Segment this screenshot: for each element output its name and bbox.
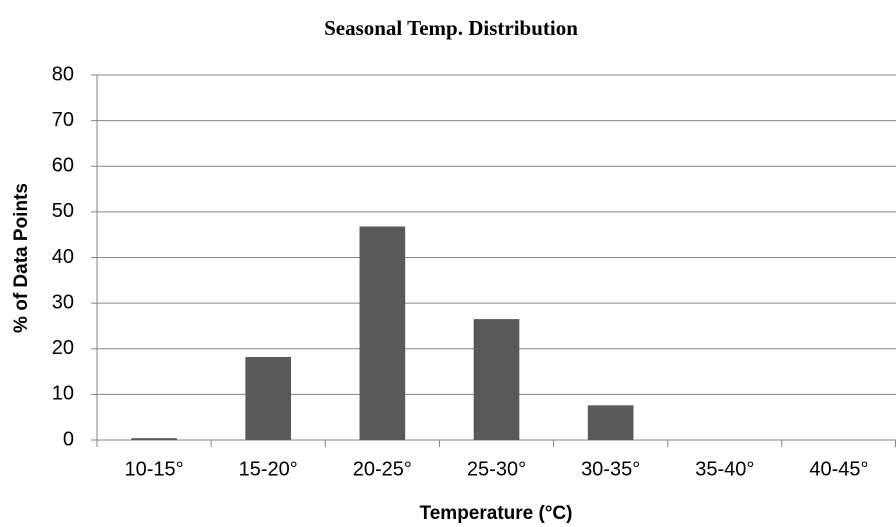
y-tick-label: 30 [52, 291, 74, 313]
y-tick-label: 20 [52, 337, 74, 359]
y-tick-label: 70 [52, 109, 74, 131]
bar [359, 226, 406, 440]
bar [131, 438, 177, 440]
bar [587, 405, 634, 440]
y-tick-label: 80 [52, 63, 74, 85]
y-tick-label: 40 [52, 246, 74, 268]
x-tick-label: 20-25° [353, 458, 412, 480]
x-tick-label: 40-45° [809, 458, 868, 480]
bar [245, 356, 292, 440]
x-tick-label: 10-15° [124, 458, 183, 480]
chart-title: Seasonal Temp. Distribution [324, 16, 578, 40]
x-tick-label: 15-20° [239, 458, 298, 480]
y-tick-label: 50 [52, 200, 74, 222]
x-axis-title: Temperature (°C) [420, 503, 573, 524]
y-axis-title: % of Data Points [11, 183, 32, 333]
x-tick-label: 25-30° [467, 458, 526, 480]
x-tick-label: 30-35° [581, 458, 640, 480]
x-tick-label: 35-40° [695, 458, 754, 480]
y-tick-label: 10 [52, 383, 74, 405]
y-tick-label: 60 [52, 155, 74, 177]
bar [473, 319, 520, 440]
y-tick-label: 0 [63, 428, 74, 450]
